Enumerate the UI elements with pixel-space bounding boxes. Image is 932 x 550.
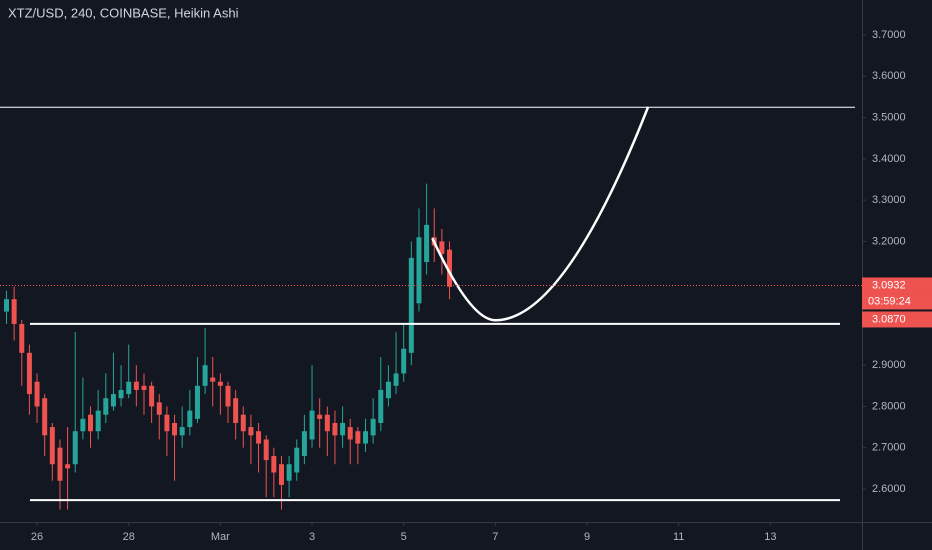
candle-body [401, 348, 407, 374]
x-tick-label: 9 [584, 531, 590, 543]
x-tick-label: 26 [31, 531, 43, 543]
candle-body [301, 431, 307, 456]
candle-body [447, 249, 453, 287]
candle-body [355, 431, 361, 444]
candle-body [393, 373, 399, 386]
candle-body [225, 385, 231, 407]
candle-body [164, 414, 170, 432]
candle-body [439, 241, 445, 254]
x-tick-label: 28 [123, 531, 135, 543]
y-tick-label: 2.9000 [872, 359, 906, 371]
candle-body [103, 398, 109, 415]
candle-body [26, 352, 32, 395]
candle-body [34, 381, 40, 407]
candle-body [179, 427, 185, 436]
y-tick-label: 3.5000 [872, 112, 906, 124]
candle-body [141, 385, 147, 390]
candle-body [57, 447, 63, 481]
candle-body [363, 431, 369, 444]
candle-body [294, 447, 300, 473]
y-tick-label: 2.7000 [872, 442, 906, 454]
candle-body [317, 414, 323, 419]
candle-body [11, 299, 17, 324]
candle-body [278, 464, 284, 485]
candle-body [385, 381, 391, 399]
x-tick-label: 5 [401, 531, 407, 543]
last-price-box [862, 277, 932, 294]
x-tick-label: 13 [764, 531, 776, 543]
candle-body [286, 464, 292, 481]
countdown-box [862, 293, 932, 310]
x-tick-label: 7 [492, 531, 498, 543]
y-tick-label: 3.7000 [872, 29, 906, 41]
candle-body [3, 299, 9, 312]
candle-body [88, 414, 94, 432]
candle-body [133, 381, 139, 390]
y-tick-label: 3.3000 [872, 194, 906, 206]
y-tick-label: 3.2000 [872, 235, 906, 247]
candle-body [118, 389, 124, 399]
last-price-label: 3.0932 [872, 279, 906, 291]
candle-body [217, 381, 223, 386]
ha-close-box [862, 311, 932, 328]
y-tick-label: 3.4000 [872, 153, 906, 165]
chart-title: XTZ/USD, 240, COINBASE, Heikin Ashi [8, 5, 239, 20]
candle-body [149, 385, 155, 407]
candle-body [309, 410, 315, 440]
candle-body [408, 257, 414, 353]
candle-body [172, 422, 178, 436]
candle-body [378, 389, 384, 423]
candle-body [248, 427, 254, 436]
candle-body [95, 410, 101, 432]
candle-body [72, 431, 78, 465]
candle-body [19, 323, 25, 353]
countdown-label: 03:59:24 [868, 295, 911, 307]
candle-body [332, 422, 338, 436]
candle-body [240, 414, 246, 432]
candle-body [263, 439, 269, 461]
candle-body [271, 455, 277, 473]
candle-body [210, 377, 216, 382]
projection-curve [431, 106, 650, 322]
candle-body [370, 418, 376, 436]
candle-body [80, 418, 86, 432]
candle-body [126, 381, 132, 395]
candle-body [49, 427, 55, 465]
candle-body [233, 398, 239, 423]
candle-body [194, 385, 200, 419]
candle-body [340, 422, 346, 436]
candle-body [256, 431, 262, 444]
candle-body [416, 237, 422, 304]
y-tick-label: 3.6000 [872, 70, 906, 82]
x-tick-label: 3 [309, 531, 315, 543]
ha-close-label: 3.0870 [872, 313, 906, 325]
candle-body [187, 410, 193, 428]
x-tick-label: Mar [211, 531, 230, 543]
y-tick-label: 2.8000 [872, 400, 906, 412]
x-tick-label: 11 [673, 531, 684, 543]
y-tick-label: 2.6000 [872, 483, 906, 495]
candle-body [156, 402, 162, 415]
candle-body [424, 224, 430, 263]
candle-body [42, 398, 48, 436]
candle-body [202, 365, 208, 386]
candle-body [347, 427, 353, 440]
candle-body [65, 464, 71, 469]
candle-body [324, 414, 330, 432]
candle-body [110, 394, 116, 407]
